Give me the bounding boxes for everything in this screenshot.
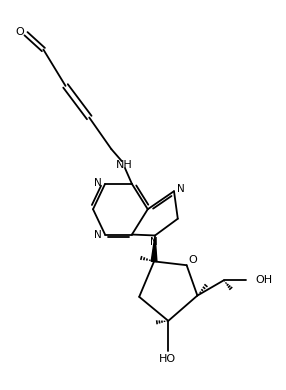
- Text: N: N: [94, 230, 102, 240]
- Text: N: N: [94, 178, 102, 188]
- Polygon shape: [151, 236, 157, 262]
- Text: O: O: [188, 255, 197, 266]
- Text: NH: NH: [116, 160, 132, 170]
- Text: O: O: [15, 27, 24, 37]
- Text: HO: HO: [159, 355, 176, 364]
- Text: OH: OH: [255, 275, 272, 285]
- Text: N: N: [177, 184, 185, 194]
- Text: N: N: [150, 238, 157, 247]
